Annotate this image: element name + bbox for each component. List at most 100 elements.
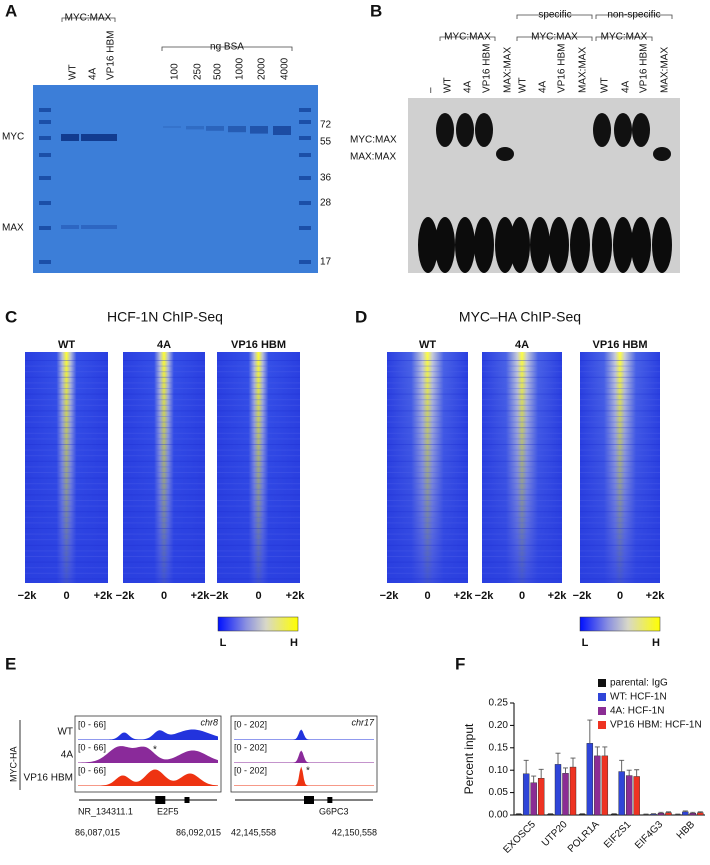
column-label: VP16 HBM bbox=[231, 339, 286, 351]
heatmap-noise bbox=[123, 410, 205, 412]
heatmap-noise bbox=[123, 511, 205, 513]
heatmap-noise bbox=[387, 556, 468, 557]
heatmap-noise bbox=[217, 438, 300, 440]
y-tick-label: 0.05 bbox=[489, 787, 509, 798]
heatmap-noise bbox=[387, 393, 468, 395]
bar bbox=[618, 771, 625, 816]
heatmap-noise bbox=[123, 544, 205, 546]
heatmap-noise bbox=[482, 432, 562, 434]
marker-label: 17 bbox=[320, 257, 332, 268]
coordinate-label: 42,145,558 bbox=[231, 827, 276, 837]
heatmap-noise bbox=[580, 516, 660, 518]
x-tick-label: −2k bbox=[380, 590, 400, 602]
group-label: specific bbox=[538, 10, 571, 21]
heatmap-noise bbox=[482, 460, 562, 462]
free-probe bbox=[549, 217, 569, 273]
heatmap-noise bbox=[25, 360, 108, 361]
heatmap-noise bbox=[217, 427, 300, 429]
error-bar bbox=[555, 752, 561, 765]
heatmap-noise bbox=[387, 404, 468, 406]
coverage-track bbox=[234, 729, 374, 740]
heatmap-noise bbox=[580, 438, 660, 440]
heatmap-noise bbox=[25, 460, 108, 462]
marker-label: 55 bbox=[320, 137, 332, 148]
heatmap-noise bbox=[387, 410, 468, 412]
colorbar-label: H bbox=[290, 637, 298, 649]
heatmap-noise bbox=[217, 421, 300, 423]
heatmap-noise bbox=[482, 399, 562, 401]
heatmap-noise bbox=[25, 455, 108, 457]
bracket bbox=[439, 36, 496, 41]
heatmap-noise bbox=[217, 371, 300, 373]
protein-band bbox=[99, 225, 117, 229]
side-label: MYC-HA bbox=[8, 747, 18, 783]
heatmap-noise bbox=[580, 444, 660, 445]
heatmap-noise bbox=[482, 382, 562, 384]
heatmap-noise bbox=[25, 466, 108, 468]
heatmap-noise bbox=[25, 511, 108, 513]
band-label: MAX:MAX bbox=[350, 152, 396, 163]
protein-band bbox=[81, 134, 99, 141]
bar bbox=[554, 764, 562, 816]
heatmap-noise bbox=[123, 427, 205, 429]
legend-swatch bbox=[598, 721, 606, 729]
panel-label: F bbox=[455, 654, 465, 673]
x-tick-label: 0 bbox=[255, 590, 261, 602]
marker-label: 28 bbox=[320, 198, 332, 209]
heatmap-noise bbox=[482, 466, 562, 468]
heatmap-noise bbox=[482, 488, 562, 490]
x-tick-label: 0 bbox=[63, 590, 69, 602]
heatmap-noise bbox=[217, 550, 300, 552]
bar bbox=[586, 743, 594, 816]
heatmap-noise bbox=[25, 522, 108, 524]
heatmap-noise bbox=[482, 410, 562, 412]
heatmap-noise bbox=[387, 500, 468, 501]
x-tick-label: EIF4G3 bbox=[633, 819, 665, 851]
heatmap-noise bbox=[482, 533, 562, 535]
lane-label: 250 bbox=[193, 63, 204, 80]
heatmap-noise bbox=[123, 556, 205, 557]
heatmap-fade bbox=[25, 352, 108, 583]
heatmap-noise bbox=[25, 371, 108, 373]
heatmap-noise bbox=[217, 376, 300, 378]
lane-label: 4000 bbox=[280, 57, 291, 80]
y-axis-label: Percent input bbox=[462, 723, 476, 794]
range-label: [0 - 66] bbox=[78, 719, 106, 729]
protein-band bbox=[81, 225, 99, 229]
heatmap-noise bbox=[217, 500, 300, 501]
heatmap-noise bbox=[217, 567, 300, 569]
heatmap-noise bbox=[25, 561, 108, 563]
heatmap-noise bbox=[217, 516, 300, 518]
group-label: non-specific bbox=[607, 10, 660, 21]
heatmap-noise bbox=[580, 365, 660, 367]
error-bar bbox=[658, 811, 664, 814]
heatmap-noise bbox=[580, 494, 660, 496]
heatmap-noise bbox=[482, 477, 562, 479]
marker-label: 36 bbox=[320, 173, 332, 184]
heatmap-noise bbox=[580, 399, 660, 401]
heatmap-noise bbox=[580, 466, 660, 468]
lane-label: MAX:MAX bbox=[503, 47, 514, 93]
bar bbox=[682, 811, 689, 816]
heatmap-noise bbox=[123, 472, 205, 473]
heatmap-noise bbox=[387, 388, 468, 389]
heatmap-noise bbox=[123, 483, 205, 485]
error-bar bbox=[602, 746, 608, 756]
heatmap-noise bbox=[25, 427, 108, 429]
heatmap-noise bbox=[25, 494, 108, 496]
chrom-label: chr17 bbox=[351, 717, 375, 727]
x-tick-label: −2k bbox=[210, 590, 230, 602]
free-probe bbox=[652, 217, 672, 273]
heatmap-noise bbox=[580, 544, 660, 546]
heatmap-noise bbox=[482, 578, 562, 580]
ladder-band bbox=[39, 108, 51, 112]
ladder-band bbox=[39, 226, 51, 230]
heatmap-noise bbox=[123, 404, 205, 406]
heatmap-noise bbox=[217, 528, 300, 529]
bar bbox=[515, 813, 522, 816]
bar bbox=[665, 812, 672, 816]
lane-label: WT bbox=[443, 77, 454, 93]
heatmap-noise bbox=[217, 578, 300, 580]
heatmap-noise bbox=[387, 371, 468, 373]
heatmap-noise bbox=[580, 488, 660, 490]
